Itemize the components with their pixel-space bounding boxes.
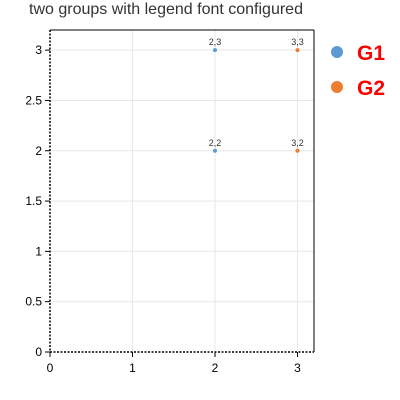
y-tick-label: 2 [35,144,42,158]
y-tick-label: 2.5 [25,93,42,107]
y-tick-label: 3 [35,43,42,57]
x-tick-label: 3 [294,361,301,375]
y-tick-label: 0.5 [25,295,42,309]
data-point [295,48,300,53]
legend-label[interactable]: G1 [357,42,385,65]
x-tick-label: 1 [129,361,136,375]
tick-labels: 0 1 2 3 0 0.5 1 1.5 2 2.5 3 [25,43,301,375]
y-tick-label: 1.5 [25,194,42,208]
axes [45,29,315,357]
y-tick-label: 0 [35,345,42,359]
data-point-label: 3,3 [291,37,304,47]
legend-marker [331,81,343,93]
data-point-label: 2,2 [209,138,222,148]
legend-label[interactable]: G2 [357,77,385,100]
data-point-label: 2,3 [209,37,222,47]
x-tick-label: 0 [47,361,54,375]
x-tick-label: 2 [212,361,219,375]
data-point [213,148,217,153]
legend-marker [331,46,343,58]
data-point [213,48,217,53]
y-tick-label: 1 [35,244,42,258]
data-point-label: 3,2 [291,138,304,148]
grid-lines [50,30,314,352]
data-points: 2,2 2,3 3,2 3,3 [209,37,304,153]
legend[interactable]: G1 G2 [331,42,385,100]
chart-title: two groups with legend font configured [29,1,303,18]
data-point [295,148,300,153]
